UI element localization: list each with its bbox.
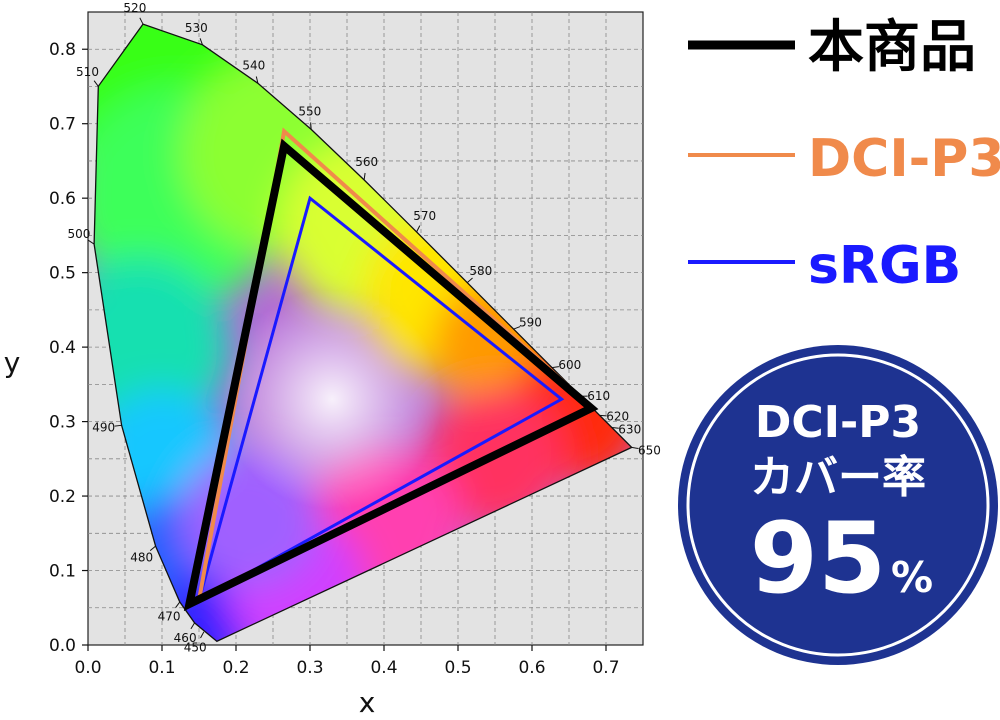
- wavelength-label: 500: [68, 227, 91, 241]
- y-tick-label: 0.6: [49, 189, 76, 209]
- badge-unit: %: [891, 553, 933, 602]
- wavelength-label: 530: [185, 21, 208, 35]
- wavelength-tick: [93, 80, 99, 87]
- wavelength-label: 550: [298, 104, 321, 118]
- wavelength-label: 610: [587, 389, 610, 403]
- badge-inner-ring: [686, 353, 990, 657]
- wavelength-tick: [631, 446, 639, 450]
- y-tick-label: 0.0: [49, 636, 76, 656]
- wavelength-label: 580: [469, 264, 492, 278]
- wavelength-label: 520: [123, 1, 146, 15]
- x-tick-label: 0.3: [296, 658, 323, 678]
- wavelength-label: 540: [242, 59, 265, 73]
- wavelength-tick: [190, 622, 195, 630]
- x-tick-label: 0.7: [592, 658, 619, 678]
- gamut-triangle-2: [196, 195, 565, 604]
- legend-item-srgb: sRGB: [688, 236, 961, 296]
- wavelength-label: 650: [638, 443, 661, 457]
- wavelength-tick: [513, 326, 521, 330]
- wavelength-tick: [466, 277, 473, 284]
- badge-line1: DCI-P3: [755, 397, 921, 448]
- wavelength-label: 620: [606, 409, 629, 423]
- badge-value: 95: [750, 502, 886, 616]
- wavelength-tick: [175, 601, 181, 608]
- wavelength-tick: [200, 631, 205, 639]
- wavelength-label: 460: [174, 631, 197, 645]
- legend-label-srgb: sRGB: [808, 236, 961, 296]
- legend: 本商品 DCI-P3 sRGB: [688, 15, 1000, 296]
- wavelength-label: 470: [158, 609, 181, 623]
- axis-ticks: 0.0 0.1 0.2 0.3 0.4 0.5 0.6 0.7 0.0 0.1 0.2 0.3 0.4 0…: [49, 40, 620, 678]
- legend-item-product: 本商品: [688, 15, 976, 80]
- y-tick-label: 0.1: [49, 562, 76, 582]
- wavelength-tick: [611, 427, 619, 429]
- badge-line2: カバー率: [750, 452, 926, 503]
- y-tick-label: 0.2: [49, 487, 76, 507]
- x-tick-label: 0.6: [518, 658, 545, 678]
- wavelength-tick: [363, 172, 366, 181]
- coverage-badge: DCI-P3 カバー率 95 %: [678, 345, 998, 665]
- y-tick-label: 0.3: [49, 413, 76, 433]
- legend-label-dcip3: DCI-P3: [808, 129, 1000, 189]
- legend-label-product: 本商品: [808, 15, 976, 80]
- wavelength-label: 510: [76, 65, 99, 79]
- x-axis-title: x: [359, 686, 376, 719]
- wavelength-tick: [114, 424, 122, 427]
- y-tick-label: 0.7: [49, 115, 76, 135]
- y-axis-title: y: [4, 346, 21, 379]
- x-tick-label: 0.1: [148, 658, 175, 678]
- wavelength-label: 600: [558, 358, 581, 372]
- x-tick-label: 0.5: [444, 658, 471, 678]
- wavelength-label: 450: [184, 641, 207, 655]
- y-tick-label: 0.5: [49, 264, 76, 284]
- wavelength-tick: [87, 239, 95, 245]
- wavelength-tick: [416, 225, 421, 233]
- wavelength-tick: [255, 76, 259, 84]
- gamut-triangle-0: [183, 138, 599, 612]
- wavelength-label: 590: [519, 316, 542, 330]
- y-tick-label: 0.8: [49, 40, 76, 60]
- badge-circle: [678, 345, 998, 665]
- gamut-series: [183, 127, 599, 612]
- y-tick-label: 0.4: [49, 338, 76, 358]
- wavelength-tick: [310, 122, 312, 130]
- legend-item-dcip3: DCI-P3: [688, 129, 1000, 189]
- wavelength-label: 630: [618, 422, 641, 436]
- x-tick-label: 0.0: [74, 658, 101, 678]
- wavelength-tick: [551, 366, 559, 369]
- wavelength-tick: [139, 17, 144, 25]
- wavelength-label: 570: [413, 209, 436, 223]
- wavelength-tick: [149, 545, 156, 552]
- wavelength-label: 480: [130, 551, 153, 565]
- wavelength-tick: [199, 38, 203, 46]
- wavelength-label: 560: [355, 155, 378, 169]
- x-tick-label: 0.2: [222, 658, 249, 678]
- x-tick-label: 0.4: [370, 658, 397, 678]
- wavelength-label: 490: [92, 421, 115, 435]
